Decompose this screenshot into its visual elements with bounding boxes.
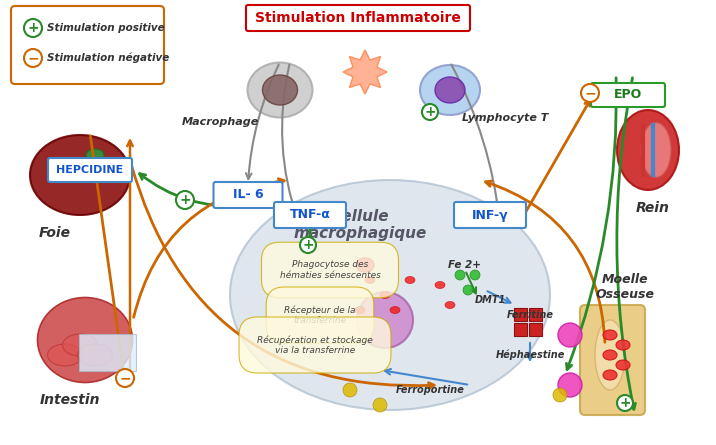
Circle shape (176, 191, 194, 209)
Ellipse shape (616, 340, 630, 350)
FancyBboxPatch shape (79, 334, 136, 371)
Text: Stimulation négative: Stimulation négative (47, 53, 169, 63)
Circle shape (581, 84, 599, 102)
Circle shape (463, 285, 473, 295)
FancyBboxPatch shape (274, 202, 346, 228)
Ellipse shape (595, 320, 625, 390)
Ellipse shape (420, 65, 480, 115)
Text: Macrophage: Macrophage (181, 117, 258, 127)
Text: +: + (27, 21, 39, 35)
Ellipse shape (390, 307, 400, 313)
Ellipse shape (380, 291, 390, 299)
Text: −: − (27, 51, 39, 65)
Text: Lymphocyte T: Lymphocyte T (462, 113, 548, 123)
Ellipse shape (355, 307, 365, 313)
Text: HEPCIDINE: HEPCIDINE (57, 165, 124, 175)
Circle shape (558, 373, 582, 397)
Text: Cellule
macrophagique: Cellule macrophagique (294, 209, 427, 241)
Text: Phagocytose des
hématies sénescentes: Phagocytose des hématies sénescentes (279, 260, 380, 280)
Polygon shape (343, 50, 387, 94)
Ellipse shape (617, 110, 679, 190)
Text: INF-γ: INF-γ (472, 209, 508, 222)
Text: EPO: EPO (614, 89, 642, 101)
Ellipse shape (603, 350, 617, 360)
Ellipse shape (365, 276, 375, 283)
FancyBboxPatch shape (246, 5, 470, 31)
FancyBboxPatch shape (213, 182, 283, 208)
Text: DMT1: DMT1 (475, 295, 505, 305)
FancyBboxPatch shape (530, 307, 543, 320)
Circle shape (470, 270, 480, 280)
FancyBboxPatch shape (515, 323, 528, 336)
FancyBboxPatch shape (454, 202, 526, 228)
Text: +: + (424, 105, 436, 119)
Circle shape (300, 237, 316, 253)
Circle shape (116, 369, 134, 387)
Text: −: − (584, 86, 596, 100)
Ellipse shape (248, 62, 312, 117)
Ellipse shape (641, 122, 671, 178)
Ellipse shape (435, 282, 445, 288)
Text: Fe 2+: Fe 2+ (448, 260, 481, 270)
Ellipse shape (356, 258, 374, 272)
Ellipse shape (616, 360, 630, 370)
Text: Ferroportine: Ferroportine (395, 385, 465, 395)
Ellipse shape (263, 75, 298, 105)
Ellipse shape (30, 135, 130, 215)
Text: Stimulation Inflammatoire: Stimulation Inflammatoire (255, 11, 461, 25)
Text: +: + (179, 193, 190, 207)
Text: Rein: Rein (636, 201, 670, 215)
FancyBboxPatch shape (530, 323, 543, 336)
Text: Foie: Foie (39, 226, 71, 240)
Text: Intestin: Intestin (40, 393, 100, 407)
Circle shape (558, 323, 582, 347)
Ellipse shape (230, 180, 550, 410)
Text: −: − (119, 371, 131, 385)
FancyBboxPatch shape (580, 305, 645, 415)
FancyBboxPatch shape (48, 158, 132, 182)
Ellipse shape (435, 77, 465, 103)
Text: +: + (302, 238, 314, 252)
Text: IL- 6: IL- 6 (233, 189, 263, 202)
Ellipse shape (445, 302, 455, 308)
Text: Moelle
Osseuse: Moelle Osseuse (596, 273, 654, 301)
Ellipse shape (603, 330, 617, 340)
FancyBboxPatch shape (591, 83, 665, 107)
Text: +: + (619, 396, 631, 410)
Ellipse shape (47, 344, 82, 366)
Ellipse shape (603, 370, 617, 380)
FancyBboxPatch shape (515, 307, 528, 320)
Ellipse shape (62, 334, 97, 356)
Ellipse shape (86, 149, 104, 161)
Text: Récupération et stockage
via la transferrine: Récupération et stockage via la transfer… (257, 335, 373, 355)
Text: TNF-α: TNF-α (289, 209, 331, 222)
Text: Récepteur de la
transferrine: Récepteur de la transferrine (284, 305, 356, 325)
Circle shape (343, 383, 357, 397)
Circle shape (422, 104, 438, 120)
Ellipse shape (37, 298, 132, 383)
Circle shape (24, 49, 42, 67)
Text: Ferritine: Ferritine (506, 310, 553, 320)
Circle shape (24, 19, 42, 37)
Circle shape (455, 270, 465, 280)
Circle shape (357, 292, 413, 348)
Circle shape (553, 388, 567, 402)
Ellipse shape (405, 276, 415, 283)
Circle shape (617, 395, 633, 411)
Circle shape (373, 398, 387, 412)
Text: Stimulation positive: Stimulation positive (47, 23, 165, 33)
Text: Héphaestine: Héphaestine (495, 350, 565, 360)
FancyBboxPatch shape (11, 6, 164, 84)
Ellipse shape (77, 344, 112, 366)
